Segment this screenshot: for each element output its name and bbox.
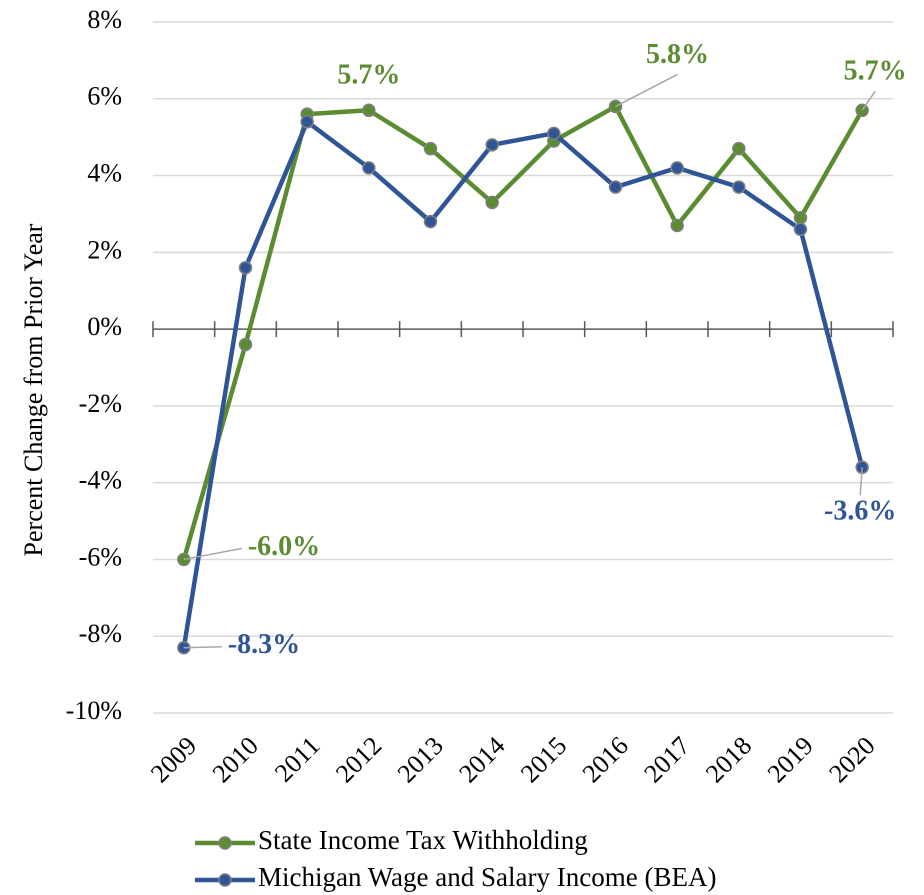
y-tick-label: 4% (87, 159, 122, 188)
data-point (732, 141, 746, 156)
leader-line (183, 645, 222, 649)
x-tick-label: 2015 (515, 731, 572, 788)
data-label: -8.3% (228, 629, 300, 660)
x-tick-label: 2018 (700, 731, 757, 788)
x-tick-label: 2013 (392, 731, 449, 788)
data-point (238, 337, 253, 352)
y-tick-label: -10% (66, 696, 122, 725)
legend-label: State Income Tax Withholding (258, 825, 588, 855)
data-label: 5.7% (337, 60, 400, 91)
data-point (238, 260, 253, 275)
y-tick-label: 2% (87, 235, 122, 264)
data-point (793, 222, 808, 237)
x-tick-label: 2010 (207, 731, 264, 788)
x-tick-label: 2014 (453, 731, 510, 788)
data-point (547, 126, 561, 141)
leader-line (861, 90, 876, 111)
data-point (362, 103, 376, 118)
legend-marker (218, 873, 232, 887)
legend-label: Michigan Wage and Salary Income (BEA) (258, 862, 716, 892)
data-point (362, 161, 376, 175)
y-tick-label: 8% (87, 5, 122, 34)
y-tick-label: 6% (87, 82, 122, 111)
x-tick-label: 2019 (762, 731, 819, 788)
data-point (793, 211, 808, 225)
grid (153, 21, 893, 714)
data-point (300, 115, 314, 129)
x-tick-label: 2016 (577, 731, 634, 788)
y-tick-label: -8% (79, 619, 122, 648)
y-tick-label: -4% (79, 466, 122, 495)
x-tick-label: 2011 (269, 731, 326, 788)
series-line (181, 104, 865, 561)
data-point (670, 161, 684, 175)
x-tick-label: 2012 (330, 731, 387, 788)
data-point (423, 214, 438, 229)
data-point (732, 180, 746, 194)
leader-line (183, 547, 242, 561)
data-label: 5.7% (844, 56, 907, 87)
y-axis-title: Percent Change from Prior Year (19, 223, 48, 556)
leader-line (615, 73, 678, 108)
legend-marker (218, 836, 232, 850)
x-tick-label: 2017 (638, 731, 695, 788)
data-point (670, 218, 684, 233)
data-point (485, 195, 499, 210)
data-point (485, 138, 499, 152)
series-line (181, 119, 865, 649)
data-point (608, 180, 623, 194)
leader-line (859, 467, 863, 496)
data-point (423, 141, 438, 156)
data-label: -6.0% (248, 531, 320, 562)
x-tick-label: 2009 (145, 731, 202, 788)
y-tick-label: -2% (79, 389, 122, 418)
y-tick-label: 0% (87, 312, 122, 341)
data-label: -3.6% (824, 496, 896, 527)
y-tick-label: -6% (79, 542, 122, 571)
data-label: 5.8% (646, 39, 709, 70)
x-tick-label: 2020 (823, 731, 880, 788)
